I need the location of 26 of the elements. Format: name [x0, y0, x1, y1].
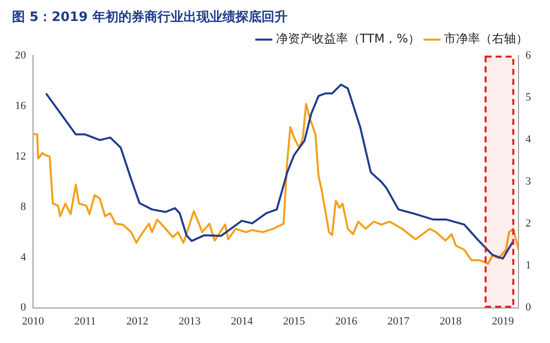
x-tick-label: 2013 [178, 315, 202, 328]
y2-tick-label: 0 [526, 302, 532, 314]
x-tick-label: 2012 [126, 315, 148, 328]
chart-title: 图 5：2019 年初的券商行业出现业绩探底回升 [12, 9, 288, 26]
x-tick-label: 2014 [230, 315, 254, 328]
y2-tick-label: 3 [526, 176, 532, 188]
y-tick-label: 0 [20, 302, 26, 314]
y2-tick-label: 5 [526, 92, 532, 104]
y-tick-label: 20 [15, 49, 26, 62]
y-tick-label: 12 [15, 150, 26, 162]
x-tick-label: 2011 [74, 315, 96, 328]
y2-tick-label: 6 [526, 49, 532, 62]
x-tick-label: 2010 [22, 315, 44, 328]
y2-tick-label: 2 [526, 218, 531, 230]
x-tick-label: 2015 [283, 315, 306, 328]
x-tick-label: 2018 [440, 315, 462, 328]
y-tick-label: 16 [15, 100, 26, 112]
y2-tick-label: 1 [526, 260, 531, 272]
legend-label: 市净率（右轴） [444, 32, 528, 46]
x-tick-label: 2016 [335, 315, 358, 328]
y-tick-label: 4 [20, 251, 26, 264]
y2-tick-label: 4 [526, 134, 532, 146]
legend-label: 净资产收益率（TTM，%） [276, 32, 420, 46]
x-tick-label: 2019 [492, 315, 514, 328]
y-tick-label: 8 [20, 200, 26, 213]
x-tick-label: 2017 [387, 315, 410, 328]
